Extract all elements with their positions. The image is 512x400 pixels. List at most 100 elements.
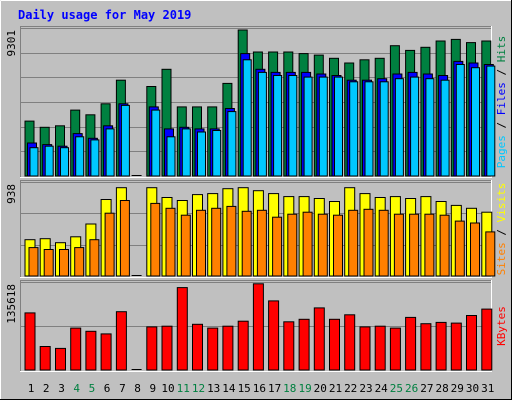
x-tick-label: 9 bbox=[149, 382, 156, 395]
x-tick-label: 27 bbox=[420, 382, 433, 395]
x-tick-label: 14 bbox=[222, 382, 236, 395]
sites-bar bbox=[196, 209, 206, 277]
sites-bar bbox=[485, 231, 496, 277]
pages-bar bbox=[318, 76, 328, 177]
sites-bar bbox=[74, 247, 85, 277]
sites-bar bbox=[150, 202, 161, 277]
pages-bar bbox=[394, 78, 404, 177]
sites-bar bbox=[333, 214, 343, 277]
pages-bar bbox=[273, 75, 283, 177]
legend-entry: Files bbox=[495, 82, 508, 115]
pages-bar bbox=[60, 147, 69, 177]
pages-bar bbox=[471, 67, 480, 177]
sites-bar bbox=[211, 207, 222, 277]
x-tick-label: 28 bbox=[435, 382, 448, 395]
kbytes-bar bbox=[329, 318, 340, 371]
x-tick-label: 3 bbox=[58, 382, 65, 395]
pages-bar bbox=[90, 139, 100, 177]
kbytes-bar bbox=[481, 308, 493, 371]
sites-bar bbox=[256, 209, 267, 277]
x-tick-label: 31 bbox=[481, 382, 494, 395]
legend-entry: Hits bbox=[495, 36, 508, 63]
x-tick-label: 24 bbox=[375, 382, 389, 395]
kbytes-bar bbox=[389, 327, 401, 371]
sites-bar bbox=[165, 207, 176, 277]
kbytes-bar bbox=[146, 326, 158, 371]
kbytes-bar bbox=[161, 325, 173, 371]
kbytes-bar bbox=[268, 300, 280, 371]
kbytes-bar bbox=[222, 325, 234, 371]
x-tick-label: 7 bbox=[119, 382, 126, 395]
pages-bar bbox=[44, 145, 54, 177]
x-tick-label: 25 bbox=[390, 382, 403, 395]
pages-bar bbox=[455, 64, 465, 177]
sites-bar bbox=[89, 239, 100, 277]
x-tick-label: 18 bbox=[283, 382, 296, 395]
x-tick-label: 21 bbox=[329, 382, 342, 395]
legend-3: KBytes bbox=[495, 306, 508, 346]
pages-bar bbox=[440, 79, 450, 177]
legend-entry: / bbox=[495, 222, 508, 242]
sites-bar bbox=[454, 220, 465, 277]
legend-entry: Sites bbox=[495, 242, 508, 275]
pages-bar bbox=[75, 136, 85, 177]
x-tick-label: 1 bbox=[28, 382, 35, 395]
x-tick-label: 4 bbox=[73, 382, 80, 395]
sites-bar bbox=[43, 249, 54, 277]
kbytes-bar bbox=[466, 315, 477, 371]
pages-bar bbox=[242, 59, 252, 177]
pages-bar bbox=[334, 76, 343, 177]
x-tick-label: 30 bbox=[466, 382, 479, 395]
kbytes-bar bbox=[207, 327, 219, 371]
pages-bar bbox=[379, 81, 389, 177]
pages-bar bbox=[425, 78, 435, 177]
legend-entry: Visits bbox=[495, 183, 508, 223]
pages-bar bbox=[410, 76, 420, 177]
sites-bar bbox=[439, 214, 450, 277]
x-tick-label: 17 bbox=[268, 382, 281, 395]
y-max-label: 938 bbox=[5, 184, 18, 204]
sites-bar bbox=[363, 208, 374, 277]
pages-bar bbox=[212, 130, 222, 177]
y-max-label: 135618 bbox=[5, 284, 18, 324]
legend-entry: KBytes bbox=[495, 306, 508, 346]
legend-entry: Pages bbox=[495, 135, 508, 168]
sites-bar bbox=[348, 209, 359, 277]
kbytes-bar bbox=[450, 322, 462, 371]
sites-bar bbox=[119, 200, 130, 277]
sites-bar bbox=[302, 211, 313, 277]
kbytes-bar bbox=[24, 312, 36, 371]
sites-bar bbox=[104, 212, 115, 277]
sites-bar bbox=[378, 209, 389, 277]
x-tick-label: 6 bbox=[104, 382, 111, 395]
legend-entry: / bbox=[495, 62, 508, 82]
kbytes-bar bbox=[237, 320, 249, 371]
x-tick-label: 15 bbox=[238, 382, 251, 395]
sites-bar bbox=[470, 222, 480, 277]
pages-bar bbox=[227, 111, 237, 177]
sites-bar bbox=[424, 213, 435, 277]
sites-bar bbox=[317, 213, 328, 277]
kbytes-bar bbox=[344, 314, 356, 371]
pages-bar bbox=[181, 128, 191, 177]
kbytes-bar bbox=[115, 311, 127, 371]
sites-bar bbox=[59, 249, 69, 277]
pages-bar bbox=[151, 109, 161, 177]
pages-bar bbox=[29, 147, 39, 177]
x-tick-label: 5 bbox=[89, 382, 96, 395]
sites-bar bbox=[226, 205, 237, 277]
kbytes-bar bbox=[252, 283, 264, 371]
x-tick-label: 22 bbox=[344, 382, 357, 395]
kbytes-bar bbox=[374, 325, 386, 371]
pages-bar bbox=[257, 71, 267, 177]
sites-bar bbox=[287, 213, 298, 277]
x-tick-label: 16 bbox=[253, 382, 266, 395]
x-tick-label: 29 bbox=[451, 382, 464, 395]
kbytes-bar bbox=[39, 346, 51, 371]
x-tick-label: 8 bbox=[134, 382, 141, 395]
x-tick-label: 2 bbox=[43, 382, 50, 395]
pages-bar bbox=[197, 131, 206, 177]
sites-bar bbox=[393, 213, 404, 277]
x-tick-label: 12 bbox=[192, 382, 205, 395]
